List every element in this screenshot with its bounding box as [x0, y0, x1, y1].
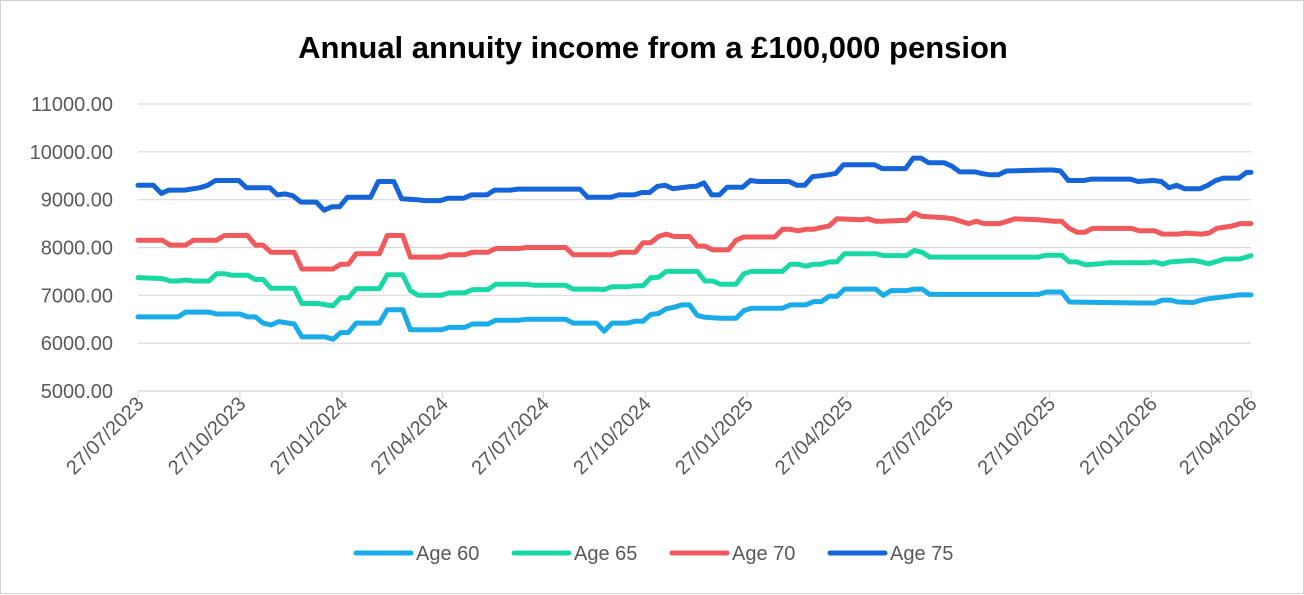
y-tick-label: 11000.00 — [31, 94, 113, 116]
y-tick-label: 5000.00 — [41, 381, 113, 403]
y-tick-label: 6000.00 — [41, 333, 113, 355]
y-tick-label: 7000.00 — [41, 285, 113, 307]
gridlines — [138, 103, 1251, 392]
x-tick-label: 27/07/2024 — [468, 393, 554, 479]
x-tick-label: 27/07/2023 — [62, 393, 148, 479]
series-line-age-65 — [135, 247, 1254, 309]
legend-label: Age 60 — [416, 543, 479, 565]
x-tick-label: 27/04/2026 — [1175, 393, 1261, 479]
x-tick-label: 27/07/2025 — [872, 393, 958, 479]
x-tick-label: 27/10/2024 — [569, 393, 655, 479]
x-axis: 27/07/2023 27/10/2023 27/01/2024 27/04/2024… — [62, 390, 1262, 479]
y-tick-label: 10000.00 — [30, 142, 113, 164]
x-tick-label: 27/04/2024 — [367, 393, 453, 479]
y-axis: 5000.00 6000.00 7000.00 8000.00 9000.00 10000… — [30, 94, 113, 403]
legend-label: Age 70 — [732, 543, 795, 565]
x-tick-label: 27/04/2025 — [771, 393, 857, 479]
x-tick-label: 27/01/2026 — [1076, 393, 1162, 479]
x-tick-label: 27/10/2025 — [974, 393, 1060, 479]
series-lines — [135, 155, 1254, 342]
legend: Age 60 Age 65 Age 70 Age 75 — [353, 543, 953, 565]
legend-label: Age 75 — [890, 543, 953, 565]
x-tick-label: 27/01/2024 — [266, 393, 352, 479]
series-line-age-75 — [135, 155, 1254, 213]
series-line-age-70 — [135, 210, 1254, 272]
legend-label: Age 65 — [574, 543, 637, 565]
y-tick-label: 9000.00 — [41, 190, 113, 212]
chart-title: Annual annuity income from a £100,000 pe… — [298, 30, 1008, 65]
x-tick-label: 27/10/2023 — [164, 393, 250, 479]
series-line-age-60 — [135, 286, 1254, 342]
y-tick-label: 8000.00 — [41, 238, 113, 260]
x-tick-label: 27/01/2025 — [671, 393, 757, 479]
